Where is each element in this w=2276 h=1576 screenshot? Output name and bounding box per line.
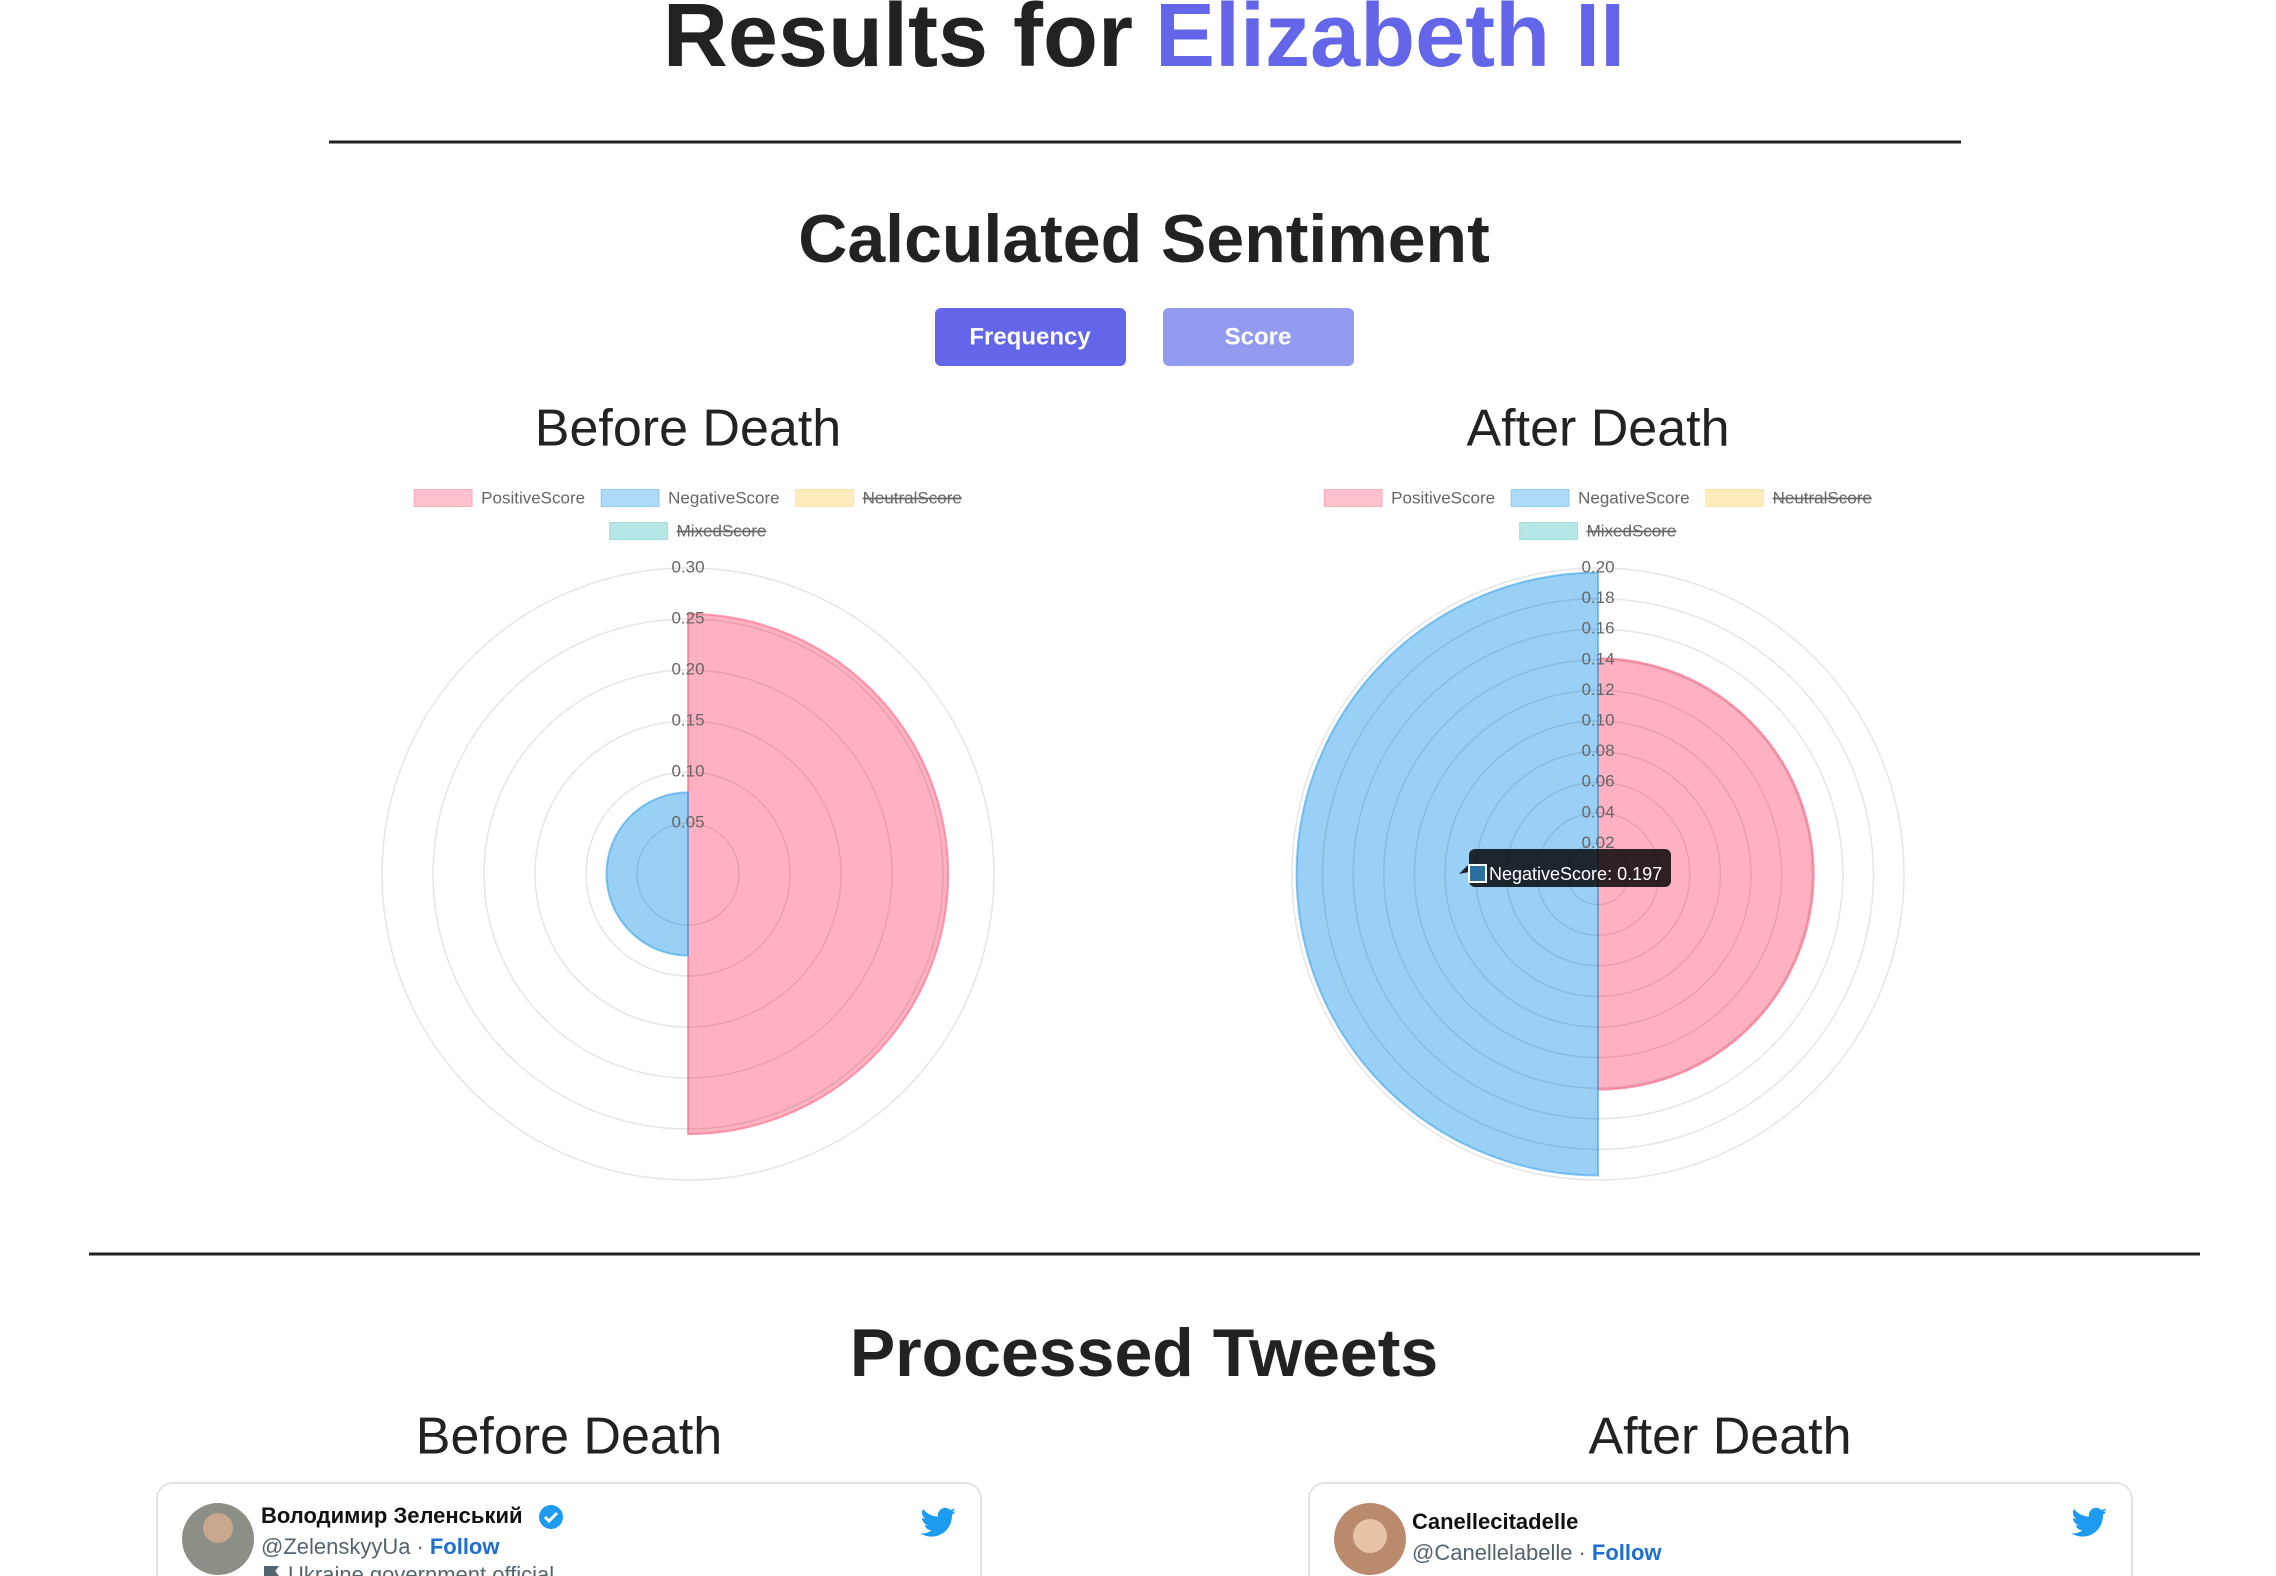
avatar-face (203, 1513, 233, 1543)
chart-title: Before Death (535, 400, 841, 458)
r-tick-label: 0.20 (1581, 557, 1614, 576)
button-label[interactable]: Frequency (969, 323, 1091, 350)
legend-label: NeutralScore (1773, 488, 1872, 507)
legend-swatch (1705, 489, 1765, 507)
grid-ring (1291, 567, 1905, 1181)
tweet-handle[interactable]: @Canellelabelle (1412, 1540, 1573, 1565)
tooltip-swatch (1468, 864, 1487, 883)
r-tick-label: 0.12 (1581, 680, 1614, 699)
legend-swatch (1519, 522, 1579, 540)
section-title: Calculated Sentiment (798, 201, 1490, 277)
r-tick-label: 0.02 (1581, 833, 1614, 852)
r-tick-label: 0.20 (671, 659, 704, 678)
tooltip-box (1459, 849, 1671, 887)
grid-ring (1321, 597, 1875, 1151)
legend-label: NegativeScore (1578, 488, 1690, 507)
r-tick-label: 0.14 (1581, 649, 1614, 668)
r-tick-label: 0.15 (671, 710, 704, 729)
legend-swatch (600, 489, 660, 507)
tweet-author[interactable]: Володимир Зеленський (261, 1503, 523, 1528)
follow-link[interactable]: Follow (430, 1534, 501, 1559)
legend-label: MixedScore (677, 521, 767, 540)
r-tick-label: 0.25 (671, 608, 704, 627)
legend-label: NeutralScore (863, 488, 962, 507)
tweet-handle[interactable]: @ZelenskyyUa (261, 1534, 411, 1559)
polar-segment (605, 791, 689, 957)
frequency-button[interactable] (935, 308, 1126, 366)
page-title: Results for Elizabeth II (663, 0, 1625, 86)
tweet-card[interactable] (1308, 1482, 2133, 1576)
tweet-author[interactable]: Canellecitadelle (1412, 1509, 1578, 1534)
grid-ring (1383, 659, 1813, 1089)
r-tick-label: 0.08 (1581, 741, 1614, 760)
segments (605, 612, 950, 1136)
grid-ring (1352, 628, 1844, 1120)
segments (1295, 571, 1815, 1177)
tweet-card[interactable] (156, 1482, 982, 1576)
r-tick-label: 0.10 (1581, 710, 1614, 729)
section-title: Processed Tweets (850, 1315, 1438, 1391)
grid-ring (381, 567, 995, 1181)
verified-check (543, 1511, 559, 1524)
r-tick-label: 0.16 (1581, 619, 1614, 638)
legend-label: PositiveScore (481, 488, 585, 507)
column-title: After Death (1588, 1408, 1851, 1466)
tweet-handle-line: @Canellelabelle · Follow (1412, 1540, 1662, 1565)
charts: Before Death PositiveScore NegativeScore Ne… (381, 400, 1905, 1181)
tweet-handle-line: @ZelenskyyUa · Follow (261, 1534, 500, 1559)
grid-ring (483, 669, 893, 1079)
legend-swatch (413, 489, 473, 507)
polar-segment (1295, 571, 1599, 1177)
r-tick-label: 0.04 (1581, 802, 1614, 821)
r-tick-label: 0.30 (671, 557, 704, 576)
legend-label: PositiveScore (1391, 488, 1495, 507)
twitter-bird (2071, 1507, 2107, 1537)
chart-title: After Death (1466, 400, 1729, 458)
r-tick-label: 0.06 (1581, 772, 1614, 791)
follow-link[interactable]: Follow (1592, 1540, 1663, 1565)
legend-label: MixedScore (1587, 521, 1677, 540)
legend-swatch (1510, 489, 1570, 507)
grid-ring (636, 822, 740, 926)
grid-ring (534, 720, 842, 1028)
r-tick-label: 0.10 (671, 761, 704, 780)
separator: · (1579, 1540, 1586, 1565)
polar-segment (1597, 657, 1815, 1091)
column-title: Before Death (416, 1408, 722, 1466)
flag-icon (264, 1566, 279, 1576)
grid-ring (585, 771, 791, 977)
legend-label: NegativeScore (668, 488, 780, 507)
grid-ring (1413, 689, 1783, 1059)
button-label[interactable]: Score (1225, 323, 1292, 350)
twitter-bird (920, 1507, 956, 1537)
grid-ring (432, 618, 944, 1130)
title-prefix: Results for (663, 0, 1133, 86)
twitter-icon[interactable] (920, 1507, 956, 1537)
legend-swatch (795, 489, 855, 507)
grid-ring (1444, 720, 1752, 1028)
score-button[interactable] (1163, 308, 1354, 366)
tooltip-label: NegativeScore: 0.197 (1489, 864, 1662, 884)
polar-segment (687, 612, 950, 1136)
twitter-icon[interactable] (2071, 1507, 2107, 1537)
avatar-face (1353, 1519, 1387, 1553)
r-tick-label: 0.18 (1581, 588, 1614, 607)
r-tick-label: 0.05 (671, 812, 704, 831)
tooltip: NegativeScore: 0.197 (1459, 849, 1671, 887)
legend-swatch (609, 522, 669, 540)
separator: · (417, 1534, 424, 1559)
tweet-bio: Ukraine government official (288, 1562, 554, 1576)
legend-swatch (1323, 489, 1383, 507)
title-subject: Elizabeth II (1155, 0, 1625, 86)
